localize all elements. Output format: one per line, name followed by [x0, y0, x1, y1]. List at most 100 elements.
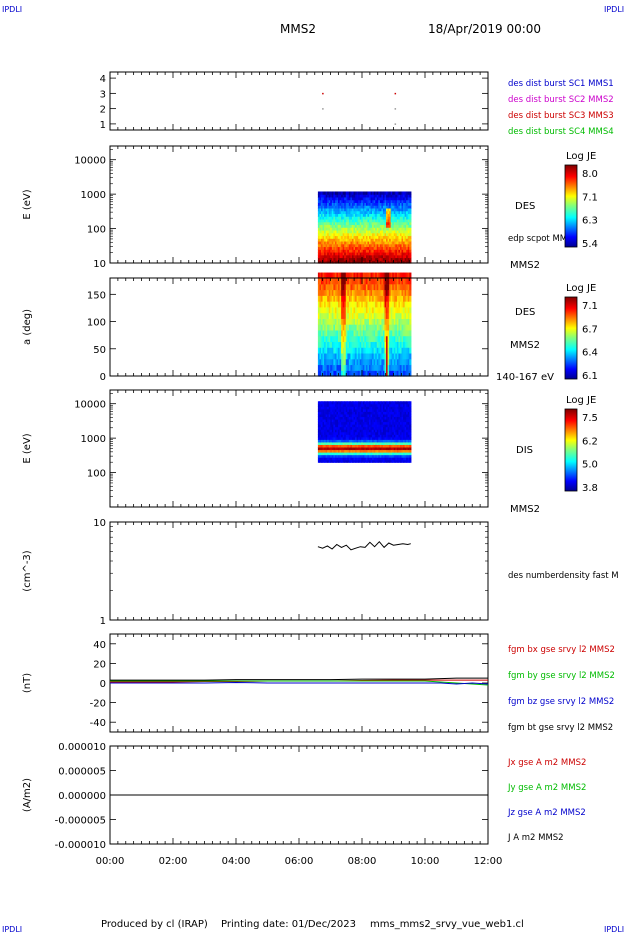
spectrogram-cell [406, 416, 409, 420]
spectrogram-cell [389, 238, 392, 242]
panel-frame [109, 277, 489, 377]
spectrogram-cell [341, 257, 344, 261]
spectrogram-cell [345, 459, 348, 463]
spectrogram-cell [319, 312, 322, 319]
spectrogram-cell [322, 419, 325, 423]
spectrogram-cell [344, 426, 347, 430]
spectrogram-cell [390, 408, 393, 412]
spectrogram-cell [373, 272, 376, 279]
spectrogram-cell [345, 353, 348, 360]
spectrogram-cell [358, 227, 361, 231]
spectrogram-cell [351, 249, 355, 253]
spectrogram-cell [379, 447, 382, 451]
spectrogram-cell [382, 202, 386, 206]
spectrogram-cell [361, 213, 364, 217]
spectrogram-cell [350, 457, 353, 461]
spectrogram-cell [361, 241, 364, 245]
spectrogram-cell [365, 272, 369, 279]
spectrogram-cell [399, 408, 403, 412]
spectrogram-cell [324, 421, 327, 425]
spectrogram-cell [350, 364, 353, 371]
spectrogram-cell [379, 421, 382, 425]
spectrogram-cell [334, 208, 338, 212]
spectrogram-cell [373, 444, 376, 448]
spectrogram-cell [389, 441, 392, 445]
spectrogram-cell [344, 199, 347, 203]
spectrogram-cell [406, 194, 409, 198]
spectrogram-cell [356, 347, 359, 354]
spectrogram-cell [347, 202, 350, 206]
spectrogram-cell [367, 416, 370, 420]
spectrogram-cell [327, 359, 330, 366]
spectrogram-cell [370, 216, 373, 220]
spectrogram-cell [359, 449, 362, 453]
spectrogram-cell [344, 249, 347, 253]
spectrogram-cell [367, 208, 370, 212]
spectrogram-cell [356, 429, 359, 433]
spectrogram-cell [355, 210, 358, 215]
spectrogram-cell [356, 431, 359, 435]
spectrogram-cell [361, 441, 364, 445]
spectrogram-cell [327, 227, 330, 231]
spectrogram-cell [359, 341, 362, 348]
spectrogram-cell [384, 330, 387, 337]
spectrogram-cell [393, 370, 396, 377]
spectrogram-cell [393, 216, 396, 220]
spectrogram-cell [359, 241, 362, 245]
spectrogram-cell [407, 341, 410, 348]
spectrogram-cell [370, 243, 373, 248]
spectrogram-cell [381, 454, 384, 458]
spectrogram-cell [342, 191, 345, 195]
spectrogram-cell [364, 421, 367, 425]
spectrogram-cell [330, 318, 333, 325]
spectrogram-cell [333, 260, 336, 264]
spectrogram-cell [384, 318, 387, 325]
spectrogram-cell [396, 454, 400, 458]
spectrogram-cell [398, 444, 401, 448]
spectrogram-cell [401, 411, 404, 415]
spectrogram-cell [322, 364, 325, 371]
spectrogram-cell [317, 216, 321, 220]
spectrogram-cell [404, 424, 407, 428]
spectrogram-cell [322, 219, 325, 223]
spectrogram-cell [392, 403, 395, 407]
spectrogram-cell [373, 196, 376, 201]
spectrogram-cell [341, 413, 344, 418]
spectrogram-cell [381, 421, 384, 425]
spectrogram-cell [379, 289, 382, 296]
spectrogram-cell [348, 364, 352, 371]
spectrogram-cell [407, 411, 410, 415]
spectrogram-cell [350, 347, 353, 354]
spectrogram-cell [333, 202, 336, 206]
spectrogram-cell [341, 278, 344, 285]
spectrogram-cell [372, 406, 375, 410]
spectrogram-cell [390, 230, 393, 234]
spectrogram-cell [334, 254, 338, 259]
spectrogram-cell [370, 224, 373, 228]
spectrogram-cell [378, 330, 381, 337]
spectrogram-cell [355, 301, 358, 308]
spectrogram-cell [395, 252, 398, 256]
spectrogram-cell [376, 241, 379, 245]
spectrogram-cell [339, 416, 342, 420]
spectrogram-cell [406, 419, 409, 423]
spectrogram-cell [325, 408, 328, 412]
spectrogram-cell [384, 431, 387, 435]
spectrogram-cell [324, 406, 327, 410]
spectrogram-cell [320, 324, 324, 331]
spectrogram-cell [407, 444, 410, 448]
spectrogram-cell [406, 401, 409, 405]
spectrogram-cell [370, 301, 373, 308]
spectrogram-cell [359, 213, 362, 217]
spectrogram-cell [386, 235, 389, 239]
spectrogram-cell [351, 284, 355, 291]
spectrogram-cell [345, 403, 348, 407]
spectrogram-cell [401, 224, 404, 228]
spectrogram-cell [407, 224, 410, 228]
spectrogram-cell [395, 295, 398, 302]
spectrogram-cell [404, 434, 407, 438]
spectrogram-cell [338, 224, 341, 228]
spectrogram-cell [356, 191, 359, 195]
spectrogram-cell [372, 235, 375, 239]
spectrogram-cell [365, 359, 369, 366]
